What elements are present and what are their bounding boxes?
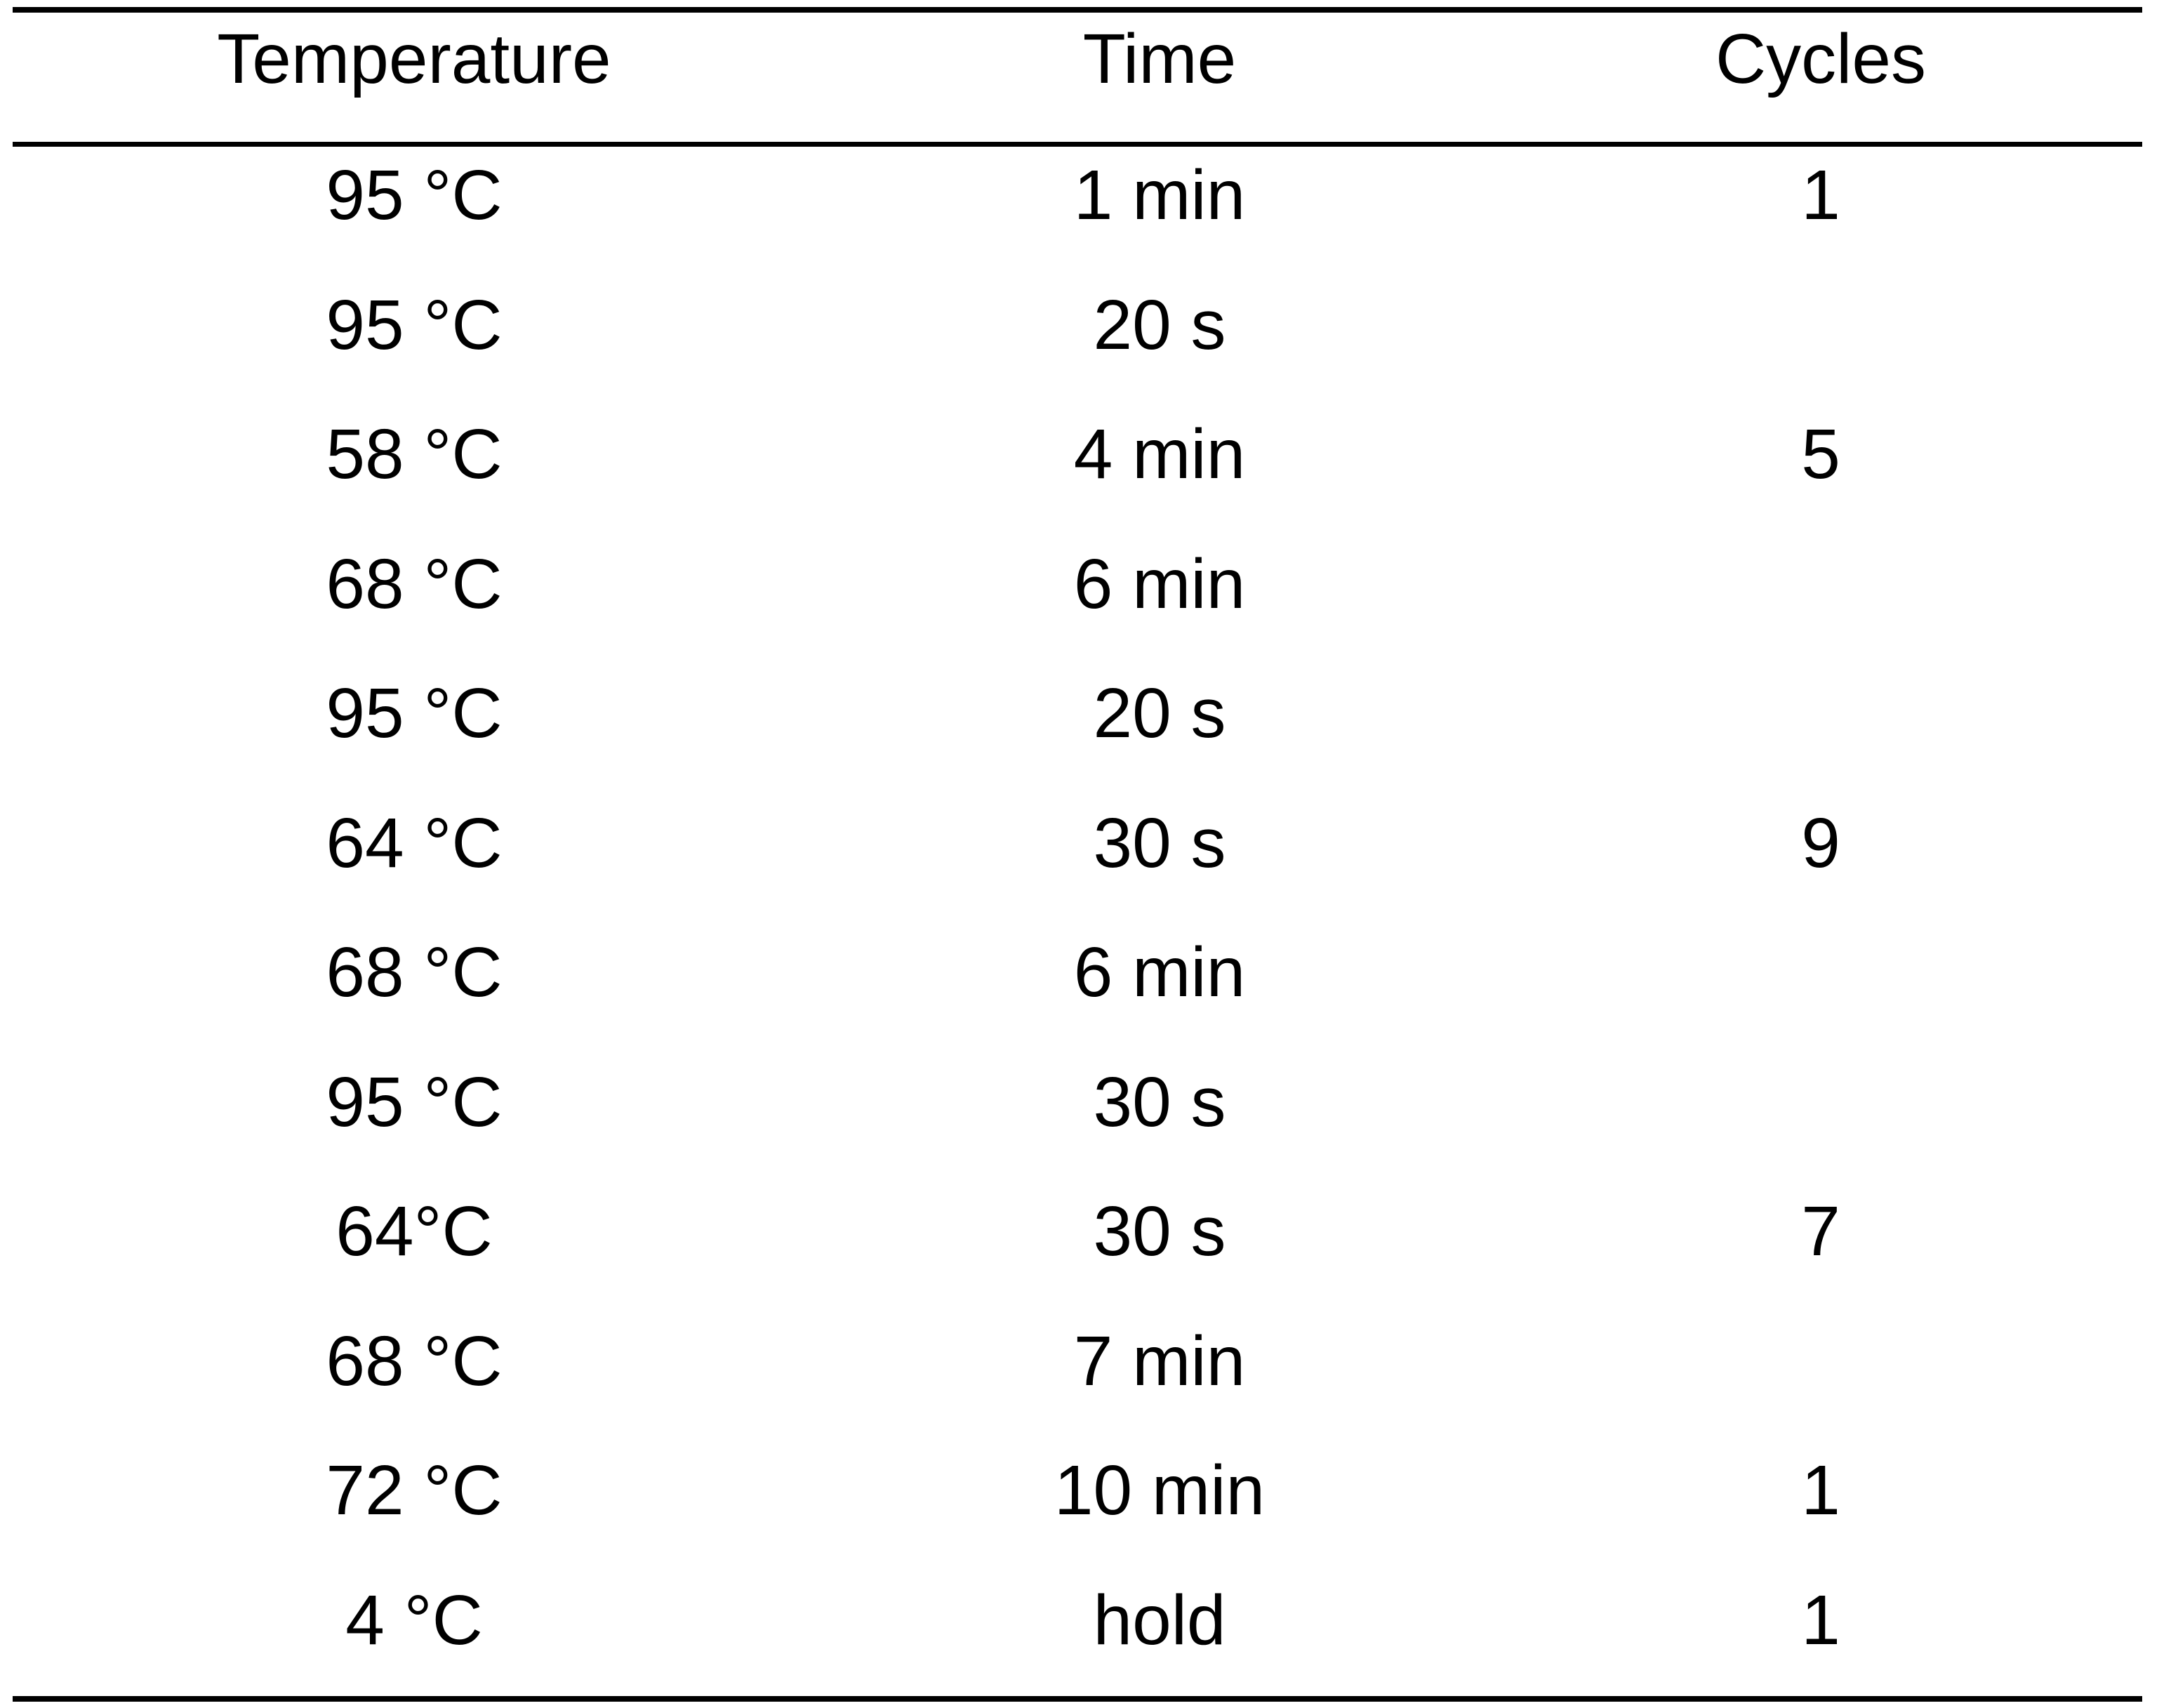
cell-temperature: 68 °C: [326, 933, 503, 1012]
cell-time: 30 s: [1093, 1192, 1226, 1271]
cell-time: 4 min: [1073, 415, 1246, 494]
cell-temperature: 95 °C: [326, 285, 503, 364]
cell-time: 10 min: [1054, 1451, 1266, 1530]
cell-cycles: 1: [1801, 156, 1840, 234]
cell-time: 30 s: [1093, 1062, 1226, 1141]
cell-temperature: 95 °C: [326, 156, 503, 234]
cell-time: 20 s: [1093, 674, 1226, 753]
cell-time: 6 min: [1073, 933, 1246, 1012]
cell-time: 30 s: [1093, 803, 1226, 882]
cell-cycles: 9: [1801, 803, 1840, 882]
cell-temperature: 64 °C: [326, 803, 503, 882]
cell-cycles: 5: [1801, 415, 1840, 494]
cell-temperature: 68 °C: [326, 1321, 503, 1401]
table-top-rule: [13, 7, 2142, 13]
pcr-program-table: Temperature Time Cycles 95 °C 1 min 1 95 °C…: [13, 0, 2142, 1708]
cell-time: 20 s: [1093, 285, 1226, 364]
cell-temperature: 58 °C: [326, 415, 503, 494]
column-header-time: Time: [1082, 20, 1237, 98]
cell-temperature: 95 °C: [326, 1062, 503, 1141]
cell-time: 6 min: [1073, 544, 1246, 623]
cell-cycles: 7: [1801, 1192, 1840, 1271]
cell-time: hold: [1093, 1580, 1226, 1660]
cell-cycles: 1: [1801, 1580, 1840, 1660]
cell-temperature: 4 °C: [345, 1580, 483, 1660]
table-header-rule: [13, 142, 2142, 147]
column-header-cycles: Cycles: [1715, 20, 1927, 98]
cell-time: 7 min: [1073, 1321, 1246, 1401]
cell-temperature: 72 °C: [326, 1451, 503, 1530]
column-header-temperature: Temperature: [217, 20, 611, 98]
cell-time: 1 min: [1073, 156, 1246, 234]
cell-temperature: 68 °C: [326, 544, 503, 623]
cell-cycles: 1: [1801, 1451, 1840, 1530]
cell-temperature: 95 °C: [326, 674, 503, 753]
table-bottom-rule: [13, 1696, 2142, 1702]
cell-temperature: 64°C: [336, 1192, 493, 1271]
